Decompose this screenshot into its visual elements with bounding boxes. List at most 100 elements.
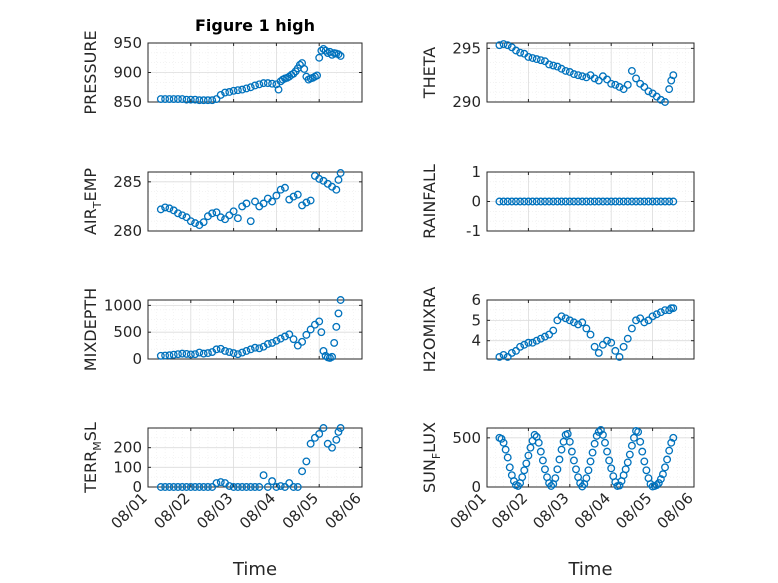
- y-tick-label: -1: [466, 222, 481, 240]
- data-point: [547, 482, 556, 490]
- data-point: [321, 46, 330, 55]
- data-point: [238, 85, 247, 94]
- data-point: [621, 465, 630, 474]
- subplot-top-right: 290 295 THETA: [420, 39, 695, 111]
- data-point: [263, 340, 272, 348]
- data-point: [644, 87, 653, 96]
- data-point: [505, 463, 514, 472]
- data-point: [586, 330, 595, 339]
- data-point: [503, 197, 512, 206]
- data-point: [619, 85, 628, 94]
- data-point: [565, 437, 574, 446]
- data-point: [281, 183, 289, 192]
- data-point: [528, 338, 537, 347]
- data-point: [208, 96, 217, 105]
- data-point: [623, 80, 632, 89]
- data-point: [298, 467, 307, 476]
- data-point: [574, 320, 583, 329]
- data-point: [661, 98, 669, 106]
- data-point: [520, 340, 529, 349]
- x-tick-label: 08/05: [279, 489, 322, 532]
- data-point: [512, 346, 520, 355]
- data-point: [536, 197, 545, 206]
- y-tick-label: 0: [132, 350, 142, 368]
- data-point: [545, 197, 554, 206]
- y-tick-label: 285: [113, 173, 142, 191]
- data-point: [242, 199, 251, 208]
- data-point: [328, 352, 336, 361]
- data-point: [186, 217, 195, 226]
- data-point: [603, 75, 612, 84]
- data-point: [528, 54, 537, 62]
- data-point: [532, 55, 541, 64]
- data-point: [594, 348, 603, 357]
- data-point: [578, 482, 587, 491]
- data-point: [516, 197, 525, 206]
- data-point: [195, 96, 204, 105]
- data-point: [251, 483, 259, 491]
- data-point: [306, 439, 315, 448]
- data-point: [665, 446, 674, 455]
- data-point: [574, 197, 583, 206]
- data-point: [225, 482, 234, 490]
- data-point: [634, 427, 643, 436]
- y-axis-label-main: SUN: [420, 459, 439, 493]
- data-point: [549, 326, 558, 335]
- data-point: [627, 197, 636, 206]
- data-point: [233, 214, 242, 223]
- data-point: [623, 458, 632, 467]
- data-point: [212, 479, 221, 488]
- data-point: [315, 429, 324, 438]
- data-point: [319, 424, 328, 432]
- data-point: [557, 64, 566, 73]
- y-axis-label-subscript: M: [91, 441, 104, 451]
- data-point: [161, 95, 170, 103]
- data-point: [334, 175, 343, 184]
- data-point: [225, 211, 234, 220]
- data-point: [499, 438, 508, 447]
- data-point: [578, 197, 587, 206]
- data-point: [497, 434, 506, 443]
- data-point: [334, 427, 343, 436]
- data-point: [229, 349, 238, 358]
- data-point: [302, 457, 311, 466]
- data-point: [524, 52, 533, 61]
- data-point: [199, 483, 208, 491]
- data-point: [259, 471, 268, 480]
- data-point: [216, 90, 225, 99]
- data-point: [212, 95, 221, 103]
- data-point: [233, 350, 242, 359]
- data-point: [615, 197, 624, 206]
- data-point: [238, 348, 247, 357]
- data-point: [199, 349, 208, 358]
- data-point: [615, 481, 624, 490]
- y-axis-label-main: MIXDEPTH: [81, 288, 100, 371]
- data-point: [199, 218, 208, 227]
- data-point: [530, 430, 539, 439]
- data-point: [623, 197, 632, 206]
- data-point: [221, 215, 229, 224]
- axes-box: [486, 42, 695, 103]
- axes-box: [147, 171, 363, 232]
- data-point: [636, 314, 645, 323]
- y-tick-label: 0: [132, 478, 142, 496]
- y-axis-label-main: PRESSURE: [81, 30, 100, 114]
- data-point: [598, 340, 607, 349]
- data-point: [246, 217, 255, 226]
- data-point: [315, 53, 324, 62]
- data-point: [229, 483, 238, 491]
- subplot-row3-right: 4 5 6 H2OMIXRA: [420, 287, 695, 372]
- y-axis-label-main: RAINFALL: [420, 164, 439, 239]
- axes-box: [147, 427, 363, 488]
- data-point: [285, 330, 294, 339]
- data-point: [221, 88, 229, 97]
- data-point: [569, 197, 578, 206]
- data-point: [212, 345, 221, 354]
- data-point: [195, 483, 204, 491]
- data-point: [632, 74, 640, 83]
- data-point: [293, 483, 302, 491]
- data-point: [619, 197, 628, 206]
- data-point: [578, 72, 587, 81]
- data-point: [512, 197, 520, 206]
